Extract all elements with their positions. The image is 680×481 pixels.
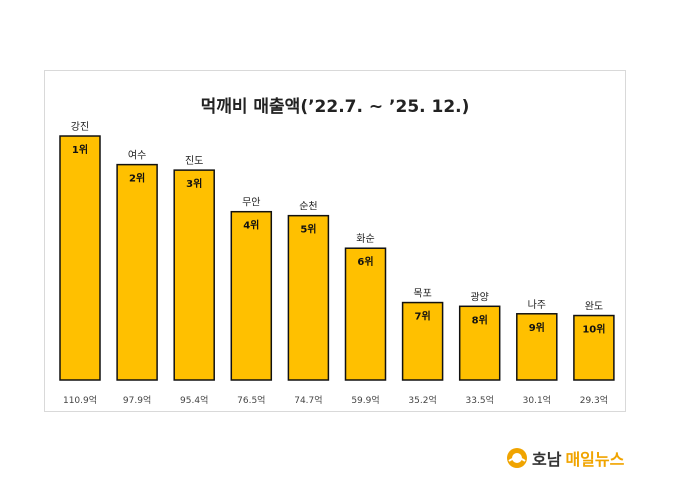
rank-label: 1위 <box>72 143 88 156</box>
value-label: 35.2억 <box>408 394 436 406</box>
bars-group: 강진 1위 110.9억 여수 2위 97.9억 진도 3위 95.4억 무안 4위 76.5억 순천 5… <box>59 121 615 406</box>
category-label: 여수 <box>128 150 146 162</box>
rank-label: 6위 <box>357 255 373 268</box>
value-label: 59.9억 <box>351 394 379 406</box>
category-label: 강진 <box>71 121 89 133</box>
rank-label: 10위 <box>582 323 605 336</box>
value-label: 95.4억 <box>180 394 208 406</box>
bar-10 <box>573 314 615 381</box>
value-label: 33.5억 <box>466 394 494 406</box>
bar-8 <box>458 305 501 381</box>
bar-4 <box>230 210 273 381</box>
bar-2 <box>116 163 158 381</box>
rank-label: 5위 <box>300 223 316 236</box>
value-label: 76.5억 <box>237 394 265 406</box>
brand-name-a: 호남 <box>532 450 562 469</box>
value-label: 30.1억 <box>523 394 551 406</box>
bar-6 <box>344 247 387 381</box>
category-label: 화순 <box>356 233 374 245</box>
rank-label: 9위 <box>529 321 545 334</box>
category-label: 목포 <box>413 288 431 300</box>
brand-logo: 호남 매일뉴스 <box>506 446 624 470</box>
rank-label: 8위 <box>472 313 488 326</box>
rank-label: 7위 <box>415 310 431 323</box>
category-label: 진도 <box>185 155 203 167</box>
value-label: 29.3억 <box>580 394 608 406</box>
category-label: 나주 <box>528 299 546 311</box>
sun-logo-icon <box>507 448 527 468</box>
bar-7 <box>401 301 444 381</box>
chart-title: 먹깨비 매출액(’22.7. ~ ’25. 12.) <box>200 97 470 117</box>
category-label: 광양 <box>470 291 488 303</box>
value-label: 74.7억 <box>294 394 322 406</box>
brand-name-b: 매일뉴스 <box>565 450 625 469</box>
rank-label: 3위 <box>186 177 202 190</box>
category-label: 완도 <box>585 301 603 313</box>
rank-label: 2위 <box>129 172 145 185</box>
bar-1 <box>59 135 101 381</box>
rank-label: 4위 <box>243 219 259 232</box>
bar-3 <box>173 169 215 381</box>
bar-5 <box>287 214 330 381</box>
value-label: 110.9억 <box>63 394 97 406</box>
category-label: 무안 <box>242 197 260 209</box>
bar-9 <box>516 313 558 381</box>
value-label: 97.9억 <box>123 394 151 406</box>
category-label: 순천 <box>299 201 317 213</box>
